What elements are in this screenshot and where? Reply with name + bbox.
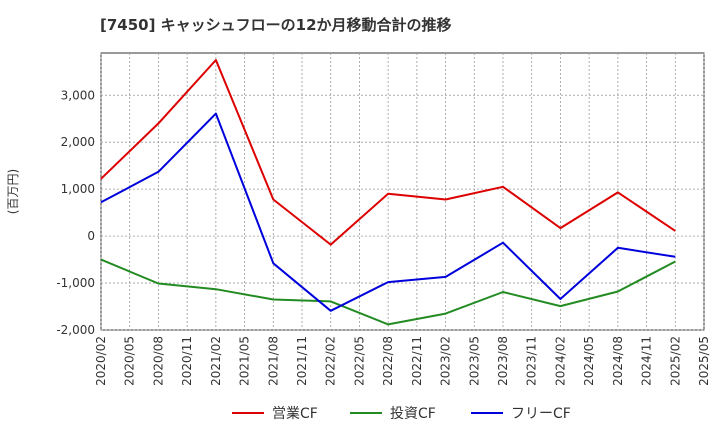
x-tick-label: 2024/08 <box>611 336 625 386</box>
x-tick-label: 2023/05 <box>467 336 481 386</box>
series-line-3 <box>100 112 676 312</box>
x-tick-label: 2021/08 <box>266 336 280 386</box>
y-axis-ticks: -2,000 -1,000 0 1,000 2,000 3,000 <box>56 88 95 337</box>
x-tick-label: 2022/11 <box>410 336 424 386</box>
legend-label: フリーCF <box>511 406 571 422</box>
legend-label: 投資CF <box>390 406 436 422</box>
x-tick-label: 2025/05 <box>697 336 711 386</box>
series-line-2 <box>100 258 676 326</box>
x-tick-label: 2020/08 <box>151 336 165 386</box>
grid-lines <box>100 53 705 331</box>
x-tick-label: 2021/11 <box>295 336 309 386</box>
chart-title: [7450] キャッシュフローの12か月移動合計の推移 <box>100 16 452 34</box>
y-tick-label: 1,000 <box>61 182 95 196</box>
x-tick-label: 2023/11 <box>525 336 539 386</box>
y-tick-label: 2,000 <box>61 135 95 149</box>
legend-label: 営業CF <box>272 406 318 422</box>
x-tick-label: 2020/02 <box>94 336 108 386</box>
x-tick-label: 2020/05 <box>123 336 137 386</box>
x-tick-label: 2022/08 <box>381 336 395 386</box>
x-tick-label: 2020/11 <box>180 336 194 386</box>
x-tick-label: 2024/05 <box>582 336 596 386</box>
x-tick-label: 2021/05 <box>238 336 252 386</box>
y-axis-label: (百万円) <box>6 169 20 214</box>
x-tick-label: 2024/02 <box>553 336 567 386</box>
x-tick-label: 2022/02 <box>324 336 338 386</box>
y-tick-label: -2,000 <box>56 323 95 337</box>
plot-border <box>100 52 705 331</box>
y-tick-label: -1,000 <box>56 276 95 290</box>
plot-area <box>100 52 705 331</box>
series-lines <box>100 59 676 326</box>
y-tick-label: 0 <box>87 229 95 243</box>
x-axis-ticks: 2020/02 2020/05 2020/08 2020/11 2021/02 2021/… <box>94 336 711 386</box>
x-tick-label: 2024/11 <box>640 336 654 386</box>
x-tick-label: 2022/05 <box>352 336 366 386</box>
x-tick-label: 2023/08 <box>496 336 510 386</box>
y-tick-label: 3,000 <box>61 88 95 102</box>
series-line-1 <box>100 59 676 246</box>
legend: 営業CF 投資CF フリーCF <box>232 406 571 422</box>
x-tick-label: 2021/02 <box>209 336 223 386</box>
x-tick-label: 2025/02 <box>668 336 682 386</box>
x-tick-label: 2023/02 <box>439 336 453 386</box>
